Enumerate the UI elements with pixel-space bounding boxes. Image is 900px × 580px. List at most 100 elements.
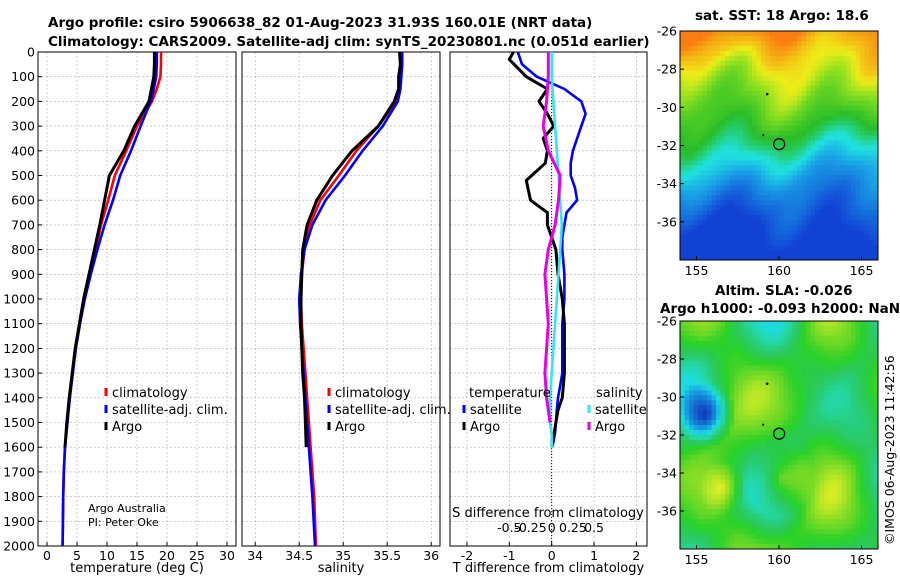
depth-tick-label: 2000 <box>3 539 35 554</box>
depth-tick-label: 1500 <box>3 415 35 430</box>
x-tick-label: 15 <box>129 548 145 563</box>
depth-tick-label: 0 <box>27 45 35 60</box>
sst-map-title: sat. SST: 18 Argo: 18.6 <box>695 8 869 24</box>
x-tick-label: -2 <box>461 548 473 563</box>
s-tick-label: 0.5 <box>584 520 604 535</box>
x-tick-label: 1 <box>590 548 598 563</box>
sst-map: 155 160 165 -26 -28 -30 -32 -34 -36 <box>657 24 879 278</box>
legend-label: Argo <box>335 420 365 435</box>
depth-tick-label: 1600 <box>3 440 35 455</box>
map-y-tick-label: -36 <box>657 214 677 229</box>
map-x-tick-label: 155 <box>685 263 709 278</box>
x-tick-label: 34 <box>247 548 263 563</box>
depth-tick-label: 400 <box>11 143 35 158</box>
depth-tick-label: 1100 <box>3 316 35 331</box>
credit-pi: PI: Peter Oke <box>88 516 159 529</box>
imos-timestamp: ©IMOS 06-Aug-2023 11:42:56 <box>882 355 897 545</box>
argo-track-dot <box>762 134 765 137</box>
x-tick-label: 36 <box>423 548 439 563</box>
argo-position-marker <box>773 427 786 440</box>
sla-map-title-line1: Altim. SLA: -0.026 <box>715 283 852 299</box>
argo-position-marker <box>773 138 786 151</box>
depth-tick-label: 1700 <box>3 464 35 479</box>
x-tick-label: -1 <box>503 548 515 563</box>
map-y-tick-label: -34 <box>657 176 677 191</box>
series-argo <box>63 52 156 448</box>
argo-track-dot <box>765 382 769 385</box>
legend-label: satellite-adj. clim. <box>335 403 451 418</box>
x-tick-label: 0 <box>43 548 51 563</box>
x-tick-label: 5 <box>73 548 81 563</box>
salinity-panel: 34 34.5 35 35.5 36 salinity climatology satelli… <box>241 51 451 576</box>
series-t-argo <box>507 51 566 448</box>
legend-s-title: salinity <box>596 386 643 401</box>
depth-tick-label: 1900 <box>3 514 35 529</box>
x-axis-label: T difference from climatology <box>452 561 645 576</box>
x-tick-label: 10 <box>99 548 115 563</box>
x-tick-label: 20 <box>159 548 175 563</box>
depth-tick-label: 200 <box>11 94 35 109</box>
x-axis-label: temperature (deg C) <box>70 561 204 576</box>
x-tick-label: 25 <box>189 548 205 563</box>
legend-label: satellite <box>470 403 522 418</box>
x-tick-label: 35 <box>335 548 351 563</box>
x-axis-label: salinity <box>318 561 365 576</box>
depth-tick-label: 1400 <box>3 390 35 405</box>
map-y-tick-label: -36 <box>657 504 677 519</box>
map-y-tick-label: -28 <box>657 352 677 367</box>
legend-label: Argo <box>595 420 625 435</box>
map-y-tick-label: -30 <box>657 390 677 405</box>
series-argo <box>299 51 402 448</box>
map-x-tick-label: 160 <box>767 263 791 278</box>
map-field <box>680 321 879 550</box>
legend-label: satellite-adj. clim. <box>112 403 228 418</box>
depth-tick-label: 1300 <box>3 366 35 381</box>
map-y-tick-label: -30 <box>657 100 677 115</box>
argo-track-dot <box>762 423 765 426</box>
legend-label: Argo <box>470 420 500 435</box>
s-tick-label: 0 <box>548 520 556 535</box>
legend-label: Argo <box>112 420 142 435</box>
sla-map-title-line2: Argo h1000: -0.093 h2000: NaN <box>660 301 900 317</box>
map-y-tick-label: -26 <box>657 314 677 329</box>
depth-tick-label: 1000 <box>3 292 35 307</box>
figure-title-line2: Climatology: CARS2009. Satellite-adj cli… <box>48 34 650 50</box>
map-field <box>680 31 879 261</box>
legend-t-title: temperature <box>469 386 551 401</box>
x-tick-label: 0 <box>548 548 556 563</box>
map-x-tick-label: 155 <box>685 552 709 567</box>
map-x-tick-label: 165 <box>850 552 874 567</box>
x-tick-label: 2 <box>632 548 640 563</box>
credit-org: Argo Australia <box>88 502 166 515</box>
difference-panel: -2 -1 0 1 2T difference from climatology temp… <box>449 51 648 576</box>
sla-map: 155 160 165 -26 -28 -30 -32 -34 -36 <box>657 314 879 567</box>
depth-tick-label: 1200 <box>3 341 35 356</box>
legend-label: satellite <box>595 403 647 418</box>
s-tick-label: -0.5 <box>497 520 521 535</box>
axes-frame <box>241 51 441 547</box>
temperature-panel: 0100200300400500600700800900100011001200… <box>3 45 237 576</box>
depth-tick-label: 900 <box>11 267 35 282</box>
x-tick-label: 30 <box>219 548 235 563</box>
legend-label: climatology <box>335 386 411 401</box>
figure-title-line1: Argo profile: csiro 5906638_82 01-Aug-20… <box>48 15 592 31</box>
series-s-satellite <box>548 52 564 448</box>
argo-track-dot <box>765 92 769 96</box>
map-y-tick-label: -26 <box>657 24 677 39</box>
map-y-tick-label: -32 <box>657 428 677 443</box>
map-x-tick-label: 160 <box>767 552 791 567</box>
s-tick-label: 0.25 <box>559 520 587 535</box>
depth-tick-label: 700 <box>11 217 35 232</box>
depth-tick-label: 600 <box>11 193 35 208</box>
map-y-tick-label: -34 <box>657 466 677 481</box>
map-y-tick-label: -32 <box>657 138 677 153</box>
x-axis-label-s: S difference from climatology <box>452 506 644 521</box>
depth-tick-label: 300 <box>11 119 35 134</box>
depth-tick-label: 1800 <box>3 489 35 504</box>
x-tick-label: 35.5 <box>373 548 401 563</box>
map-x-tick-label: 165 <box>850 263 874 278</box>
s-tick-label: -0.25 <box>514 520 546 535</box>
map-y-tick-label: -28 <box>657 62 677 77</box>
legend-label: climatology <box>112 386 188 401</box>
series-s-argo <box>541 52 562 423</box>
